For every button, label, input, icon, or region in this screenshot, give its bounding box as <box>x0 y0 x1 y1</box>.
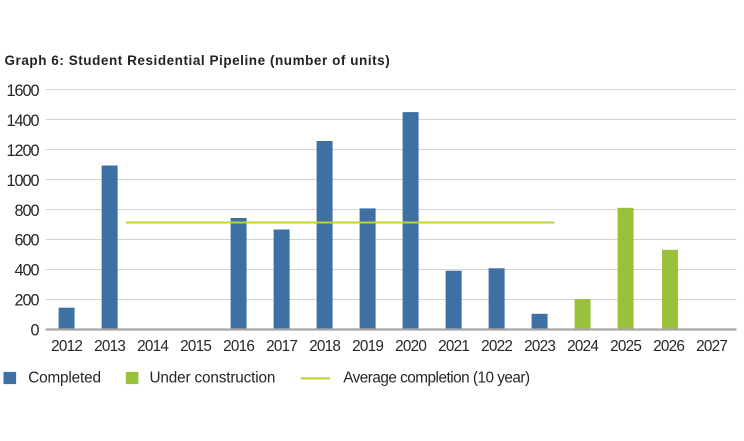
svg-text:1600: 1600 <box>6 82 39 100</box>
svg-text:2012: 2012 <box>51 338 82 355</box>
svg-text:2026: 2026 <box>653 338 684 355</box>
svg-text:1000: 1000 <box>6 172 39 190</box>
svg-text:2013: 2013 <box>94 338 125 355</box>
svg-text:2014: 2014 <box>137 338 169 355</box>
svg-text:2022: 2022 <box>481 338 512 355</box>
svg-text:2027: 2027 <box>696 338 727 355</box>
svg-text:2017: 2017 <box>266 338 297 355</box>
svg-text:Average completion (10 year): Average completion (10 year) <box>343 369 530 386</box>
svg-text:2018: 2018 <box>309 338 340 355</box>
svg-text:2021: 2021 <box>438 338 469 355</box>
svg-text:Under construction: Under construction <box>150 369 276 386</box>
svg-text:1200: 1200 <box>6 142 39 160</box>
svg-text:2016: 2016 <box>223 338 254 355</box>
svg-text:2015: 2015 <box>180 338 211 355</box>
svg-text:Completed: Completed <box>28 369 101 386</box>
svg-text:2024: 2024 <box>567 338 599 355</box>
svg-text:2023: 2023 <box>524 338 555 355</box>
svg-text:2025: 2025 <box>610 338 641 355</box>
svg-text:1400: 1400 <box>6 112 39 130</box>
svg-text:800: 800 <box>14 202 39 220</box>
svg-text:2019: 2019 <box>352 338 383 355</box>
svg-text:0: 0 <box>30 322 39 340</box>
svg-text:600: 600 <box>14 232 39 250</box>
svg-text:400: 400 <box>14 262 39 280</box>
svg-text:2020: 2020 <box>395 338 426 355</box>
svg-text:200: 200 <box>14 292 39 310</box>
svg-text:Graph 6: Student Residential P: Graph 6: Student Residential Pipeline (n… <box>5 53 391 68</box>
